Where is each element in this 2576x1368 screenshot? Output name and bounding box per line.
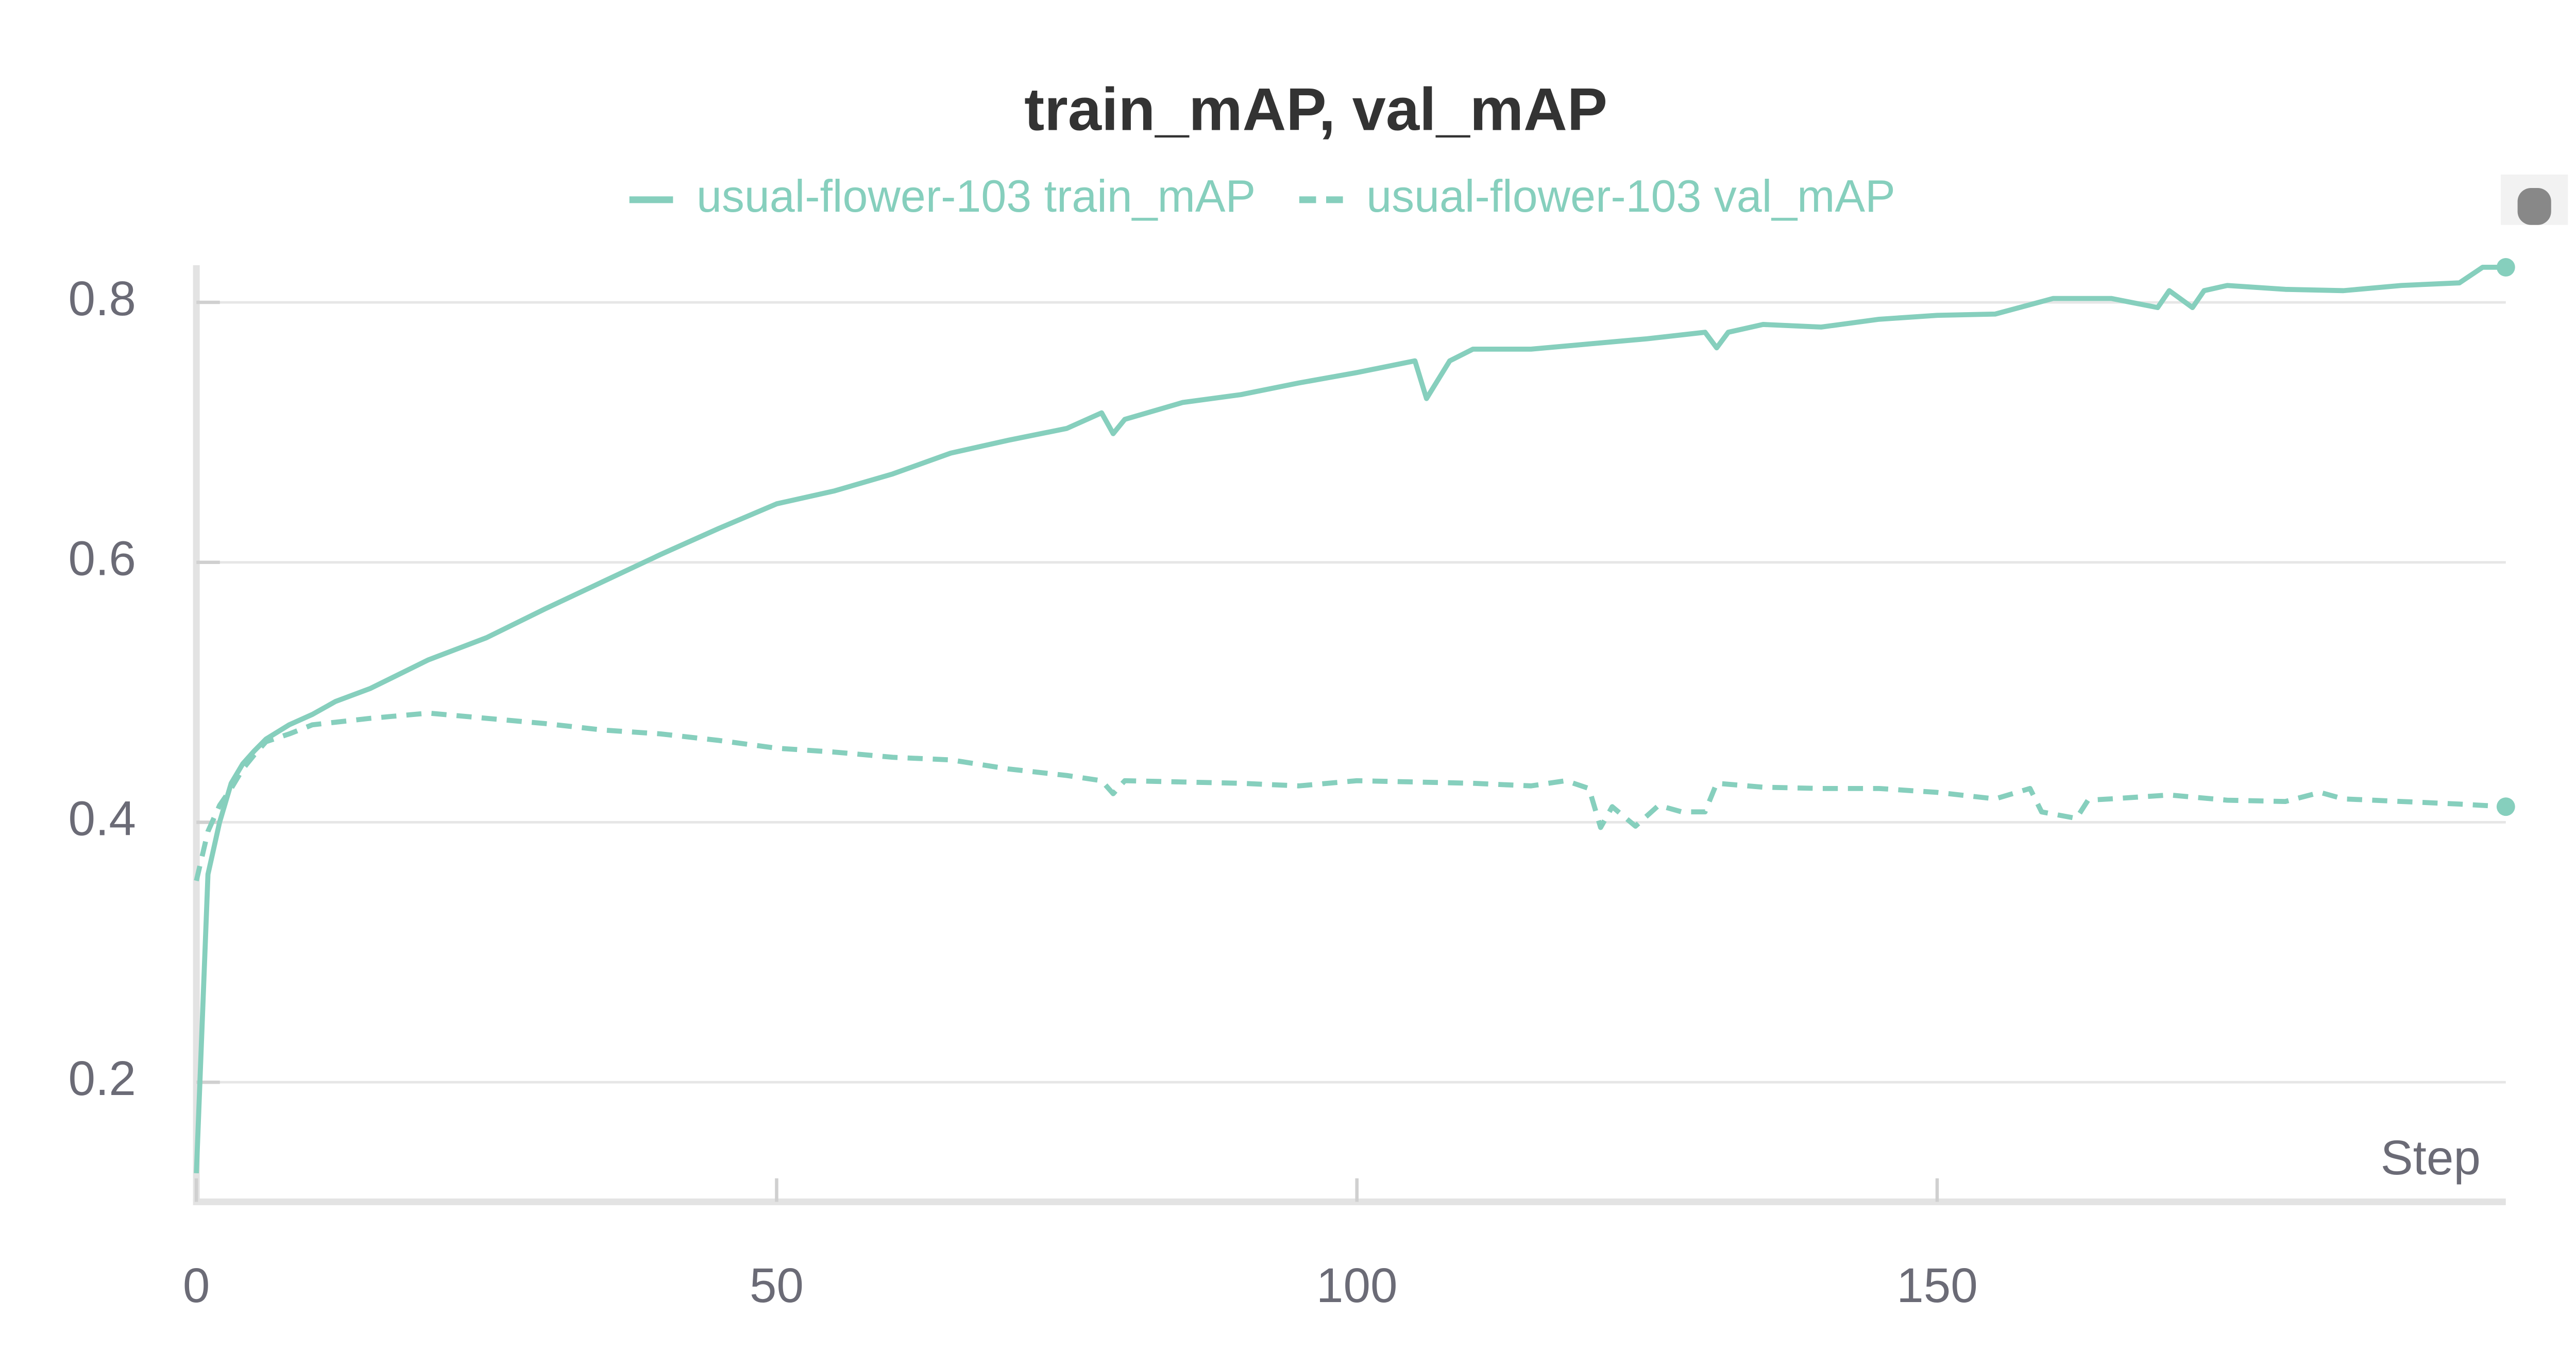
legend-label: usual-flower-103 train_mAP: [697, 170, 1256, 221]
x-axis-label: Step: [2381, 1131, 2481, 1185]
legend-label: usual-flower-103 val_mAP: [1366, 170, 1895, 221]
chart-title: train_mAP, val_mAP: [1024, 76, 1607, 143]
x-tick-label: 0: [183, 1258, 210, 1313]
series-line: [194, 265, 2506, 1174]
y-tick-label: 0.8: [69, 271, 136, 326]
series-line: [194, 710, 2506, 882]
end-marker: [2496, 258, 2515, 277]
x-tick-label: 100: [1316, 1258, 1398, 1313]
x-tick-label: 50: [750, 1258, 804, 1313]
panel-icon-glyph: [2517, 187, 2551, 225]
y-tick-label: 0.2: [69, 1051, 136, 1106]
y-tick-label: 0.4: [69, 791, 136, 846]
x-tick-label: 150: [1896, 1258, 1978, 1313]
y-tick-label: 0.6: [69, 532, 136, 586]
end-marker: [2496, 797, 2515, 816]
